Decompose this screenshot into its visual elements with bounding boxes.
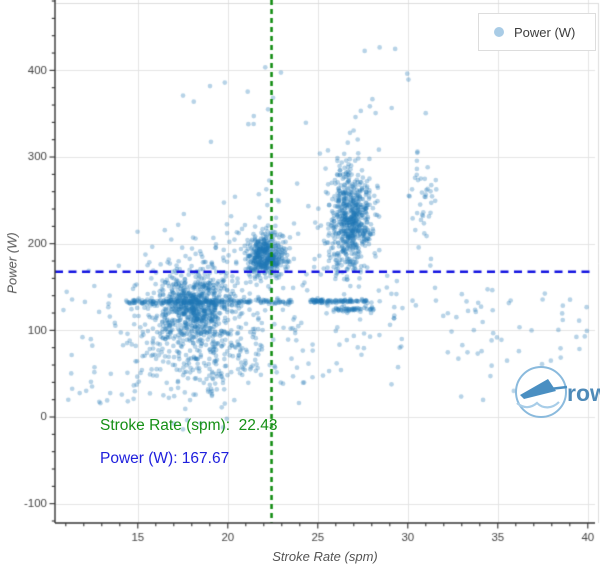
legend[interactable]: Power (W)	[478, 13, 596, 51]
annotation-power: Power (W): 167.67	[100, 450, 230, 467]
x-axis-title: Stroke Rate (spm)	[272, 549, 378, 564]
watermark-text: rows	[567, 380, 600, 406]
y-axis-title: Power (W)	[4, 232, 20, 294]
legend-label: Power (W)	[514, 24, 576, 40]
annotation-stroke-rate: Stroke Rate (spm): 22.43	[100, 417, 278, 434]
rowing-boat-icon	[515, 366, 568, 418]
legend-marker-icon	[494, 27, 504, 37]
watermark-logo: rows	[512, 364, 600, 424]
